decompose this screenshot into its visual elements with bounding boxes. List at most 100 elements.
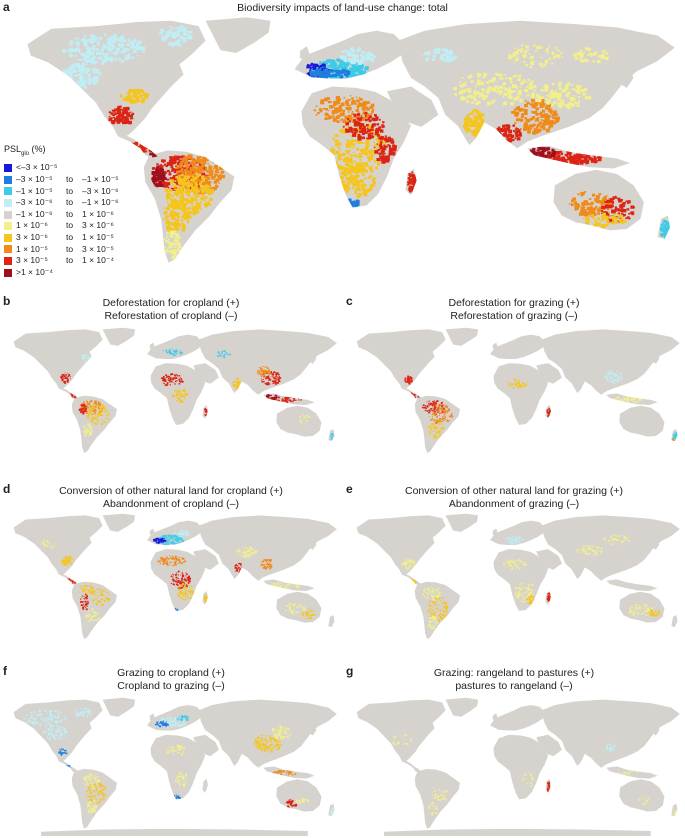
legend-swatch [4,164,12,173]
legend-range-to: to [66,231,74,242]
panel-title-e-line-2: Abandonment of grazing (–) [448,498,580,510]
landmass-sa [71,581,117,640]
landmass-sa [71,768,117,829]
landmass-green [445,697,479,717]
legend-row: –3 × 10⁻⁵ to –1 × 10⁻⁵ [4,174,119,186]
legend-row: –1 × 10⁻⁵ to –3 × 10⁻⁶ [4,186,119,198]
landmass-nz [671,615,678,628]
panel-title-c-line-2: Reforestation of grazing (–) [450,310,578,322]
legend-range-end: 3 × 10⁻⁵ [82,243,114,254]
panel-title-f: Grazing to cropland (+) Cropland to graz… [0,667,342,693]
legend-swatch [4,187,12,196]
panel-title-a: Biodiversity impacts of land-use change:… [0,2,685,15]
legend-range-start: 3 × 10⁻⁶ [16,231,48,242]
panel-title-b-line-2: Reforestation of cropland (–) [104,310,238,322]
panel-title-g-line-2: pastures to rangeland (–) [455,680,573,692]
landmass-af [150,734,206,800]
panel-letter-e: e [346,482,353,496]
legend-row: 1 × 10⁻⁶ to 3 × 10⁻⁶ [4,220,119,232]
landmass-asia [198,699,337,768]
legend-range-to: to [66,197,74,208]
landmass-na [13,329,103,390]
legend-range-end: –3 × 10⁻⁶ [82,185,119,196]
legend-range-end: 1 × 10⁻⁴ [82,255,115,266]
landmass-india [225,744,245,766]
panel-title-e: Conversion of other natural land for gra… [343,485,685,511]
landmass-ca [401,760,422,773]
landmass-arab [536,734,562,757]
landmass-antarctica [41,828,308,836]
legend-range-to: to [66,208,74,219]
legend-range-to: to [66,255,74,266]
legend-range-start: 3 × 10⁻⁵ [16,255,48,266]
landmass-na [13,515,103,576]
landmass-arab [193,549,219,570]
landmass-green [445,513,479,532]
world-map-d [13,513,337,640]
legend-swatch [4,245,12,254]
landmass-green [102,513,136,532]
landmass-sa [414,581,460,640]
landmass-uk [149,528,155,536]
legend-row: 3 × 10⁻⁶ to 1 × 10⁻⁵ [4,232,119,244]
legend-swatch [4,268,12,277]
world-map-f [13,697,337,836]
landmass-green [445,327,479,346]
landmass-eu [490,520,545,545]
legend-swatch [4,233,12,242]
landmass-af [493,549,549,611]
legend-range-start: –3 × 10⁻⁵ [16,173,53,184]
landmass-arab [193,363,219,384]
legend-row: –1 × 10⁻⁶ to 1 × 10⁻⁶ [4,209,119,221]
landmass-aus [276,591,322,623]
panel-letter-a: a [3,0,10,14]
legend-row: <–3 × 10⁻⁵ [4,162,119,174]
world-map-g [356,697,680,836]
world-map-c [356,327,680,454]
landmass-uk [149,342,155,350]
landmass-af [493,734,549,800]
landmass-eu [147,334,202,359]
world-map-b [13,327,337,454]
panel-letter-d: d [3,482,11,496]
legend-row: 3 × 10⁻⁵ to 1 × 10⁻⁴ [4,255,119,267]
legend-range-start: 1 × 10⁻⁵ [16,243,48,254]
legend-swatch [4,210,12,219]
landmass-uk [492,713,498,721]
panel-title-g: Grazing: rangeland to pastures (+) pastu… [343,667,685,693]
landmass-indo [606,579,658,592]
landmass-eu [490,704,545,731]
landmass-asia [541,699,680,768]
landmass-aus [619,591,665,623]
panel-title-c: Deforestation for grazing (+) Reforestat… [343,297,685,323]
legend-row: –3 × 10⁻⁶ to –1 × 10⁻⁶ [4,197,119,209]
landmass-green [102,697,136,717]
panel-title-g-line-1: Grazing: rangeland to pastures (+) [433,667,595,679]
landmass-green [205,17,271,53]
legend-row: 1 × 10⁻⁵ to 3 × 10⁻⁵ [4,244,119,256]
world-map-a [27,17,675,263]
landmass-arab [536,363,562,384]
landmass-india [568,372,588,393]
landmass-af [150,549,206,611]
legend-swatch [4,175,12,184]
landmass-uk [492,342,498,350]
landmass-madag [202,778,208,793]
panel-title-d: Conversion of other natural land for cro… [0,485,342,511]
landmass-aus [276,405,322,437]
landmass-asia [198,515,337,581]
landmass-antarctica [384,828,651,836]
legend-range-start: –1 × 10⁻⁵ [16,185,53,196]
landmass-green [102,327,136,346]
legend-range-end: 3 × 10⁻⁶ [82,220,114,231]
legend-range-end: –1 × 10⁻⁶ [82,197,119,208]
panel-letter-f: f [3,664,7,678]
panel-title-e-line-1: Conversion of other natural land for gra… [405,485,623,497]
legend-range-end: 1 × 10⁻⁵ [82,231,114,242]
panel-title-c-line-1: Deforestation for grazing (+) [448,297,580,309]
panel-title-f-line-1: Grazing to cropland (+) [117,667,225,679]
panel-title-d-line-1: Conversion of other natural land for cro… [59,485,283,497]
landmass-asia [541,515,680,581]
legend-swatch [4,256,12,265]
landmass-india [568,744,588,766]
